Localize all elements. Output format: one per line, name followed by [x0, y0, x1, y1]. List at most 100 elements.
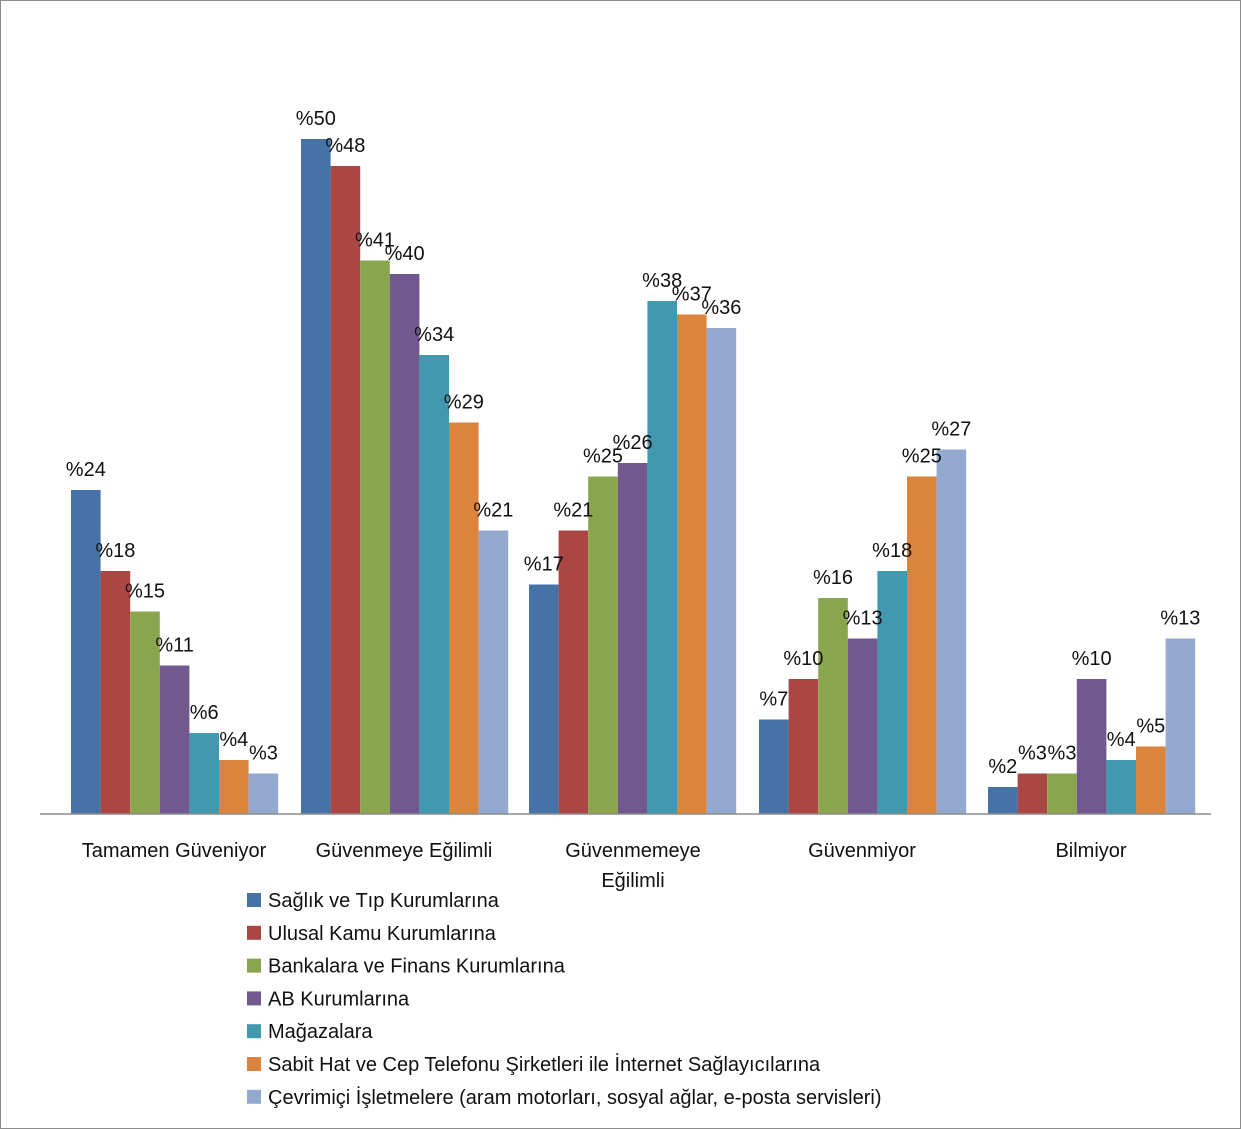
legend-swatch [247, 1089, 261, 1104]
bar-series-4-cat-2 [389, 274, 420, 814]
bar-series-2-cat-1 [100, 571, 131, 814]
category-label: Güvenmiyor [808, 840, 916, 862]
bar-series-2-cat-3 [558, 530, 589, 814]
value-label: %10 [1072, 648, 1112, 670]
legend-swatch [247, 1057, 261, 1071]
value-label: %41 [355, 230, 395, 252]
bar-series-3-cat-5 [1047, 773, 1077, 814]
category-label: Güvenmeye Eğilimli [316, 840, 493, 862]
legend-swatch [247, 925, 261, 940]
bar-series-1-cat-3 [529, 584, 559, 814]
value-label: %11 [155, 635, 194, 657]
value-label: %24 [66, 459, 106, 481]
value-label: %4 [1107, 729, 1136, 751]
bar-series-3-cat-1 [130, 611, 160, 814]
value-label: %15 [125, 581, 165, 603]
value-label: %3 [249, 743, 278, 765]
legend-swatch [247, 893, 261, 907]
legend-item: Ulusal Kamu Kurumlarına [247, 923, 497, 945]
value-label: %48 [325, 135, 365, 157]
value-label: %25 [583, 446, 623, 468]
legend-item: Sabit Hat ve Cep Telefonu Şirketleri ile… [247, 1053, 821, 1076]
value-label: %37 [672, 284, 712, 306]
bar-series-6-cat-1 [219, 760, 249, 814]
bar-series-5-cat-4 [877, 571, 907, 814]
bar-series-4-cat-5 [1076, 679, 1107, 814]
legend-item: Mağazalara [247, 1021, 373, 1043]
value-label: %7 [759, 689, 788, 711]
value-label: %13 [843, 608, 883, 630]
value-label: %16 [813, 567, 853, 589]
bars-layer [71, 139, 1196, 814]
value-label: %4 [219, 729, 248, 751]
category-label: Güvenmemeye Eğilimli [565, 840, 701, 892]
bar-series-4-cat-3 [617, 463, 648, 814]
bar-series-1-cat-2 [301, 139, 331, 814]
legend-label: Bankalara ve Finans Kurumlarına [268, 956, 566, 978]
bar-series-4-cat-1 [159, 665, 190, 814]
legend-item: AB Kurumlarına [247, 988, 410, 1010]
value-label: %6 [190, 702, 219, 724]
bar-series-7-cat-3 [706, 328, 737, 814]
legend-label: AB Kurumlarına [268, 988, 410, 1010]
value-label: %2 [988, 756, 1017, 778]
category-labels-layer: Tamamen Güveniyor Güvenmeye Eğilimli Güven… [82, 840, 1127, 892]
bar-series-7-cat-5 [1165, 638, 1196, 814]
value-label: %21 [553, 500, 593, 522]
value-label: %21 [473, 500, 513, 522]
bar-series-1-cat-4 [759, 719, 789, 814]
value-label: %26 [613, 432, 653, 454]
bar-series-6-cat-4 [907, 476, 937, 814]
legend: Sağlık ve Tıp Kurumlarına Ulusal Kamu Kur… [247, 890, 882, 1109]
value-label: %40 [385, 243, 425, 265]
bar-series-3-cat-4 [818, 598, 848, 814]
legend-item: Çevrimiçi İşletmelere (aram motorları, s… [247, 1086, 882, 1109]
value-label: %34 [414, 324, 454, 346]
legend-swatch [247, 1024, 261, 1039]
value-label: %50 [296, 108, 336, 130]
bar-series-7-cat-4 [936, 449, 967, 814]
legend-swatch [247, 958, 261, 973]
value-label: %3 [1018, 743, 1047, 765]
bar-series-4-cat-4 [847, 638, 878, 814]
value-label: %17 [524, 554, 564, 576]
bar-series-2-cat-5 [1017, 773, 1048, 814]
bar-series-6-cat-5 [1136, 746, 1166, 814]
legend-label: Çevrimiçi İşletmelere (aram motorları, s… [268, 1086, 882, 1109]
value-label: %25 [902, 446, 942, 468]
legend-item: Sağlık ve Tıp Kurumlarına [247, 890, 500, 912]
bar-series-7-cat-1 [248, 773, 279, 814]
category-label: Tamamen Güveniyor [82, 840, 267, 862]
value-label: %5 [1136, 716, 1165, 738]
value-label: %10 [783, 648, 823, 670]
bar-series-5-cat-1 [189, 733, 219, 814]
bar-series-5-cat-2 [419, 355, 449, 814]
value-label: %36 [701, 297, 741, 319]
value-label: %13 [1160, 608, 1200, 630]
legend-item: Bankalara ve Finans Kurumlarına [247, 956, 566, 978]
value-label: %3 [1048, 743, 1077, 765]
bar-series-7-cat-2 [478, 530, 509, 814]
legend-label: Sabit Hat ve Cep Telefonu Şirketleri ile… [268, 1053, 821, 1076]
value-label: %18 [872, 540, 912, 562]
legend-label: Sağlık ve Tıp Kurumlarına [268, 890, 500, 912]
bar-series-2-cat-2 [330, 166, 361, 814]
bar-series-6-cat-3 [677, 314, 707, 814]
legend-swatch [247, 991, 261, 1006]
value-label: %18 [95, 540, 135, 562]
bar-series-3-cat-3 [588, 476, 618, 814]
value-label: %27 [931, 419, 971, 441]
value-label: %38 [642, 270, 682, 292]
value-labels-layer: %24 %50 %17 %7 %2 %18 %48 %21 %10 %3 %15 %41 %25 %16%… [66, 108, 1201, 778]
bar-series-5-cat-3 [647, 301, 677, 814]
category-label: Bilmiyor [1055, 840, 1126, 862]
bar-series-5-cat-5 [1106, 760, 1136, 814]
bar-series-6-cat-2 [449, 422, 479, 814]
value-label: %29 [444, 392, 484, 414]
bar-series-1-cat-1 [71, 490, 101, 814]
bar-series-3-cat-2 [360, 260, 390, 814]
legend-label: Ulusal Kamu Kurumlarına [268, 923, 497, 945]
bar-series-1-cat-5 [988, 787, 1018, 814]
bar-series-2-cat-4 [788, 679, 819, 814]
